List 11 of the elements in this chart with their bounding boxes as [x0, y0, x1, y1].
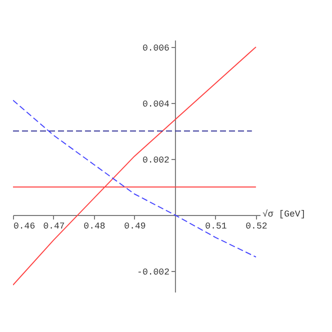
x-tick-label: 0.51 [205, 222, 227, 232]
y-tick-label: -0.002 [137, 268, 170, 278]
x-tick-label: 0.46 [14, 222, 36, 232]
x-tick-label: 0.49 [124, 222, 146, 232]
y-tick-label: 0.006 [142, 44, 170, 54]
y-tick-label: 0.002 [142, 156, 170, 166]
x-tick-label: 0.48 [84, 222, 106, 232]
y-tick-label: 0.004 [142, 100, 170, 110]
x-tick-label: 0.47 [43, 222, 65, 232]
x-tick-label: 0.52 [246, 222, 268, 232]
x-axis-title: √σ [GeV] [262, 208, 306, 220]
